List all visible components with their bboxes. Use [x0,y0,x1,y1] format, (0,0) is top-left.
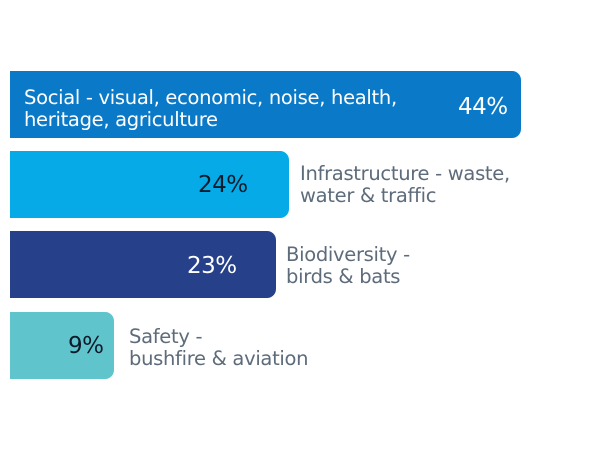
bar-infrastructure [10,151,289,218]
bar-biodiversity-label: Biodiversity - birds & bats [286,244,410,288]
bar-biodiversity-label-line2: birds & bats [286,265,401,288]
bar-infrastructure-value: 24% [198,172,248,198]
bar-safety-label: Safety - bushfire & aviation [129,325,309,370]
bar-social-label-line2: heritage, agriculture [24,108,218,131]
bar-safety-label-line2: bushfire & aviation [129,347,309,370]
bar-infrastructure-label-line1: Infrastructure - waste, [300,162,510,185]
bar-biodiversity [10,231,276,298]
bar-biodiversity-label-line1: Biodiversity - [286,243,410,266]
bar-social-value: 44% [458,94,508,120]
bar-safety [10,312,114,379]
bar-social [10,71,521,138]
bar-safety-value: 9% [68,333,104,359]
bar-biodiversity-value: 23% [187,253,237,279]
bar-infrastructure-label: Infrastructure - waste, water & traffic [300,163,510,207]
bar-social-label-line1: Social - visual, economic, noise, health… [24,86,397,109]
bar-safety-label-line1: Safety - [129,325,203,348]
bar-infrastructure-label-line2: water & traffic [300,184,437,207]
bar-social-label: Social - visual, economic, noise, health… [24,87,397,131]
